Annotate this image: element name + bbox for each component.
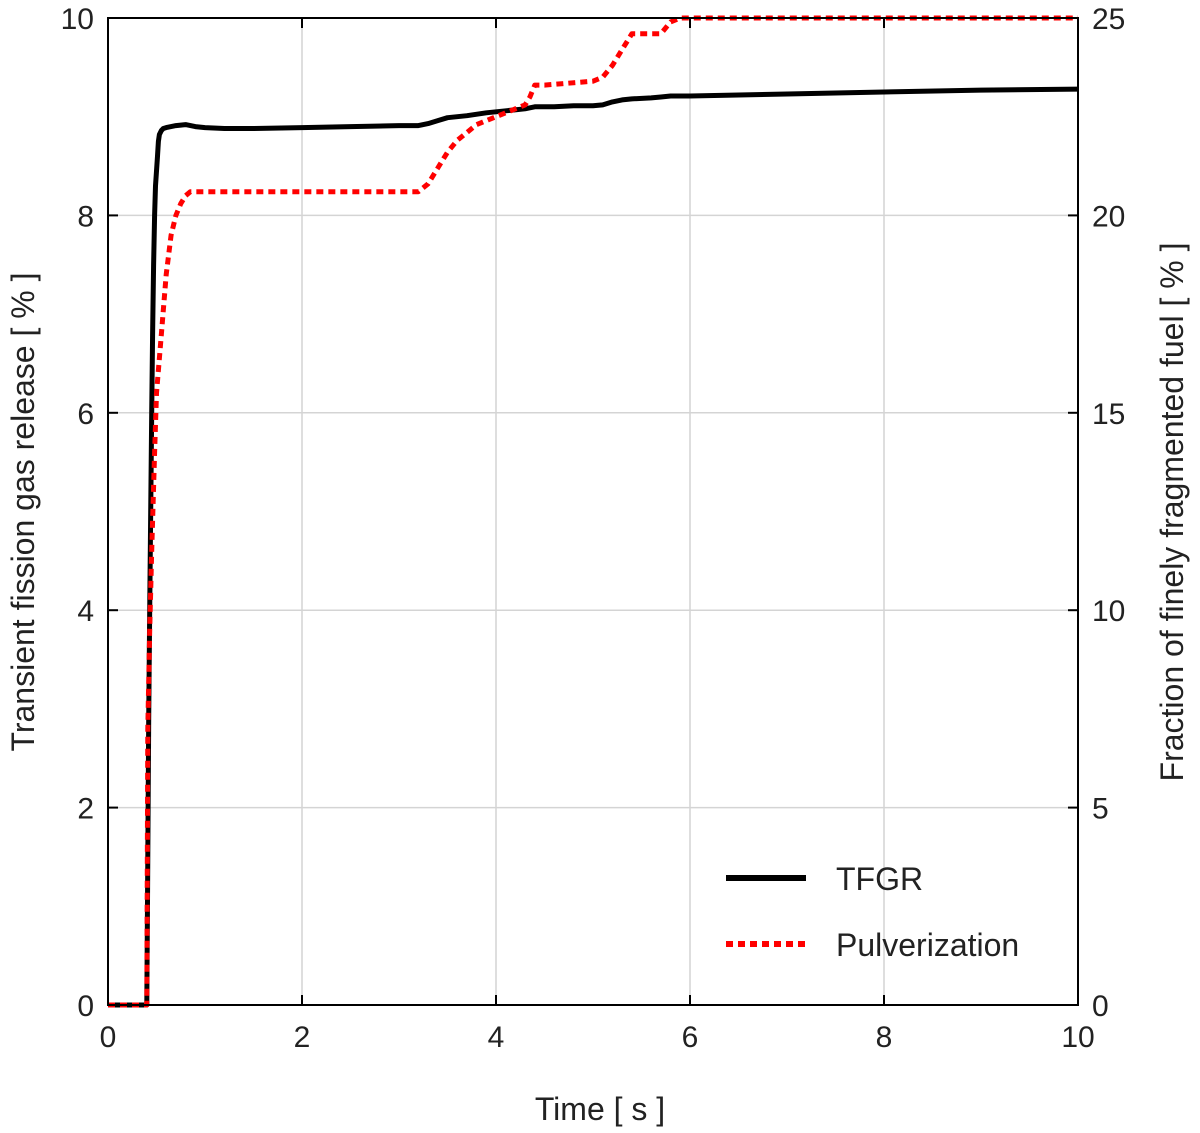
grid-layer [107, 17, 1079, 1006]
y-left-tick-label: 4 [77, 595, 94, 628]
y-left-tick-label: 10 [61, 3, 94, 36]
x-axis-title: Time [ s ] [535, 1091, 665, 1127]
tick-layer [107, 17, 1079, 1006]
legend: TFGR Pulverization [726, 861, 1019, 963]
y-left-axis-title: Transient fission gas release [ % ] [5, 272, 41, 751]
y-right-tick-label: 0 [1092, 990, 1109, 1023]
x-tick-label: 0 [100, 1021, 117, 1054]
y-left-tick-label: 0 [77, 990, 94, 1023]
y-right-tick-label: 5 [1092, 793, 1109, 826]
series-line-pulverization [108, 15, 1078, 1008]
series-layer [108, 15, 1079, 1008]
x-tick-label: 4 [488, 1021, 505, 1054]
y-left-tick-label: 2 [77, 793, 94, 826]
y-left-tick-label: 8 [77, 200, 94, 233]
x-tick-label: 6 [682, 1021, 699, 1054]
y-left-tick-label: 6 [77, 398, 94, 431]
y-right-tick-label: 20 [1092, 200, 1125, 233]
x-tick-label: 2 [294, 1021, 311, 1054]
y-right-axis-title: Fraction of finely fragmented fuel [ % ] [1154, 243, 1190, 782]
y-right-tick-label: 25 [1092, 3, 1125, 36]
legend-label-tfgr: TFGR [836, 861, 923, 897]
series-line-tfgr [108, 86, 1079, 1008]
legend-label-pulverization: Pulverization [836, 927, 1019, 963]
y-right-tick-label: 15 [1092, 398, 1125, 431]
plot-frame [107, 17, 1079, 1006]
y-right-tick-label: 10 [1092, 595, 1125, 628]
x-tick-label: 8 [876, 1021, 893, 1054]
x-tick-label: 10 [1061, 1021, 1094, 1054]
